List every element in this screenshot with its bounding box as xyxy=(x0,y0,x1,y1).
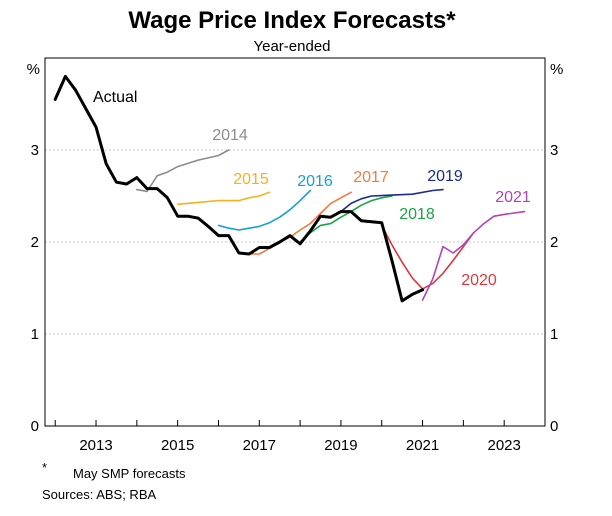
series-line-2018 xyxy=(299,195,393,243)
chart-subtitle: Year-ended xyxy=(253,38,330,55)
series-label-2018: 2018 xyxy=(399,206,435,223)
x-tick-label: 2019 xyxy=(324,437,357,454)
y-tick-label-left: 3 xyxy=(31,142,39,159)
series-lines xyxy=(53,74,526,303)
series-label-2016: 2016 xyxy=(297,173,333,190)
series-label-2015: 2015 xyxy=(233,171,269,188)
y-tick-label-right: 0 xyxy=(550,418,558,435)
gridlines xyxy=(45,149,545,335)
x-tick-label: 2023 xyxy=(487,437,520,454)
x-tick-label: 2013 xyxy=(79,437,112,454)
y-tick-label-left: 0 xyxy=(31,418,39,435)
series-label-2017: 2017 xyxy=(353,169,389,186)
series-label-2014: 2014 xyxy=(212,127,248,144)
y-unit-left: % xyxy=(27,61,40,78)
chart-title: Wage Price Index Forecasts* xyxy=(128,7,456,34)
series-line-2017 xyxy=(248,191,352,255)
x-tick-label: 2017 xyxy=(243,437,276,454)
series-label-2020: 2020 xyxy=(461,272,497,289)
sources-note: Sources: ABS; RBA xyxy=(42,487,157,502)
footnote-marker: * xyxy=(42,460,48,475)
series-line-2014 xyxy=(136,149,230,193)
y-axis: 0 0 1 1 2 2 3 3 xyxy=(31,142,559,435)
x-tick-label: 2015 xyxy=(161,437,194,454)
series-line-2016 xyxy=(217,189,312,231)
plot-frame xyxy=(44,57,546,427)
series-line-2020 xyxy=(380,224,475,290)
y-tick-label-left: 2 xyxy=(31,234,39,251)
y-tick-label-right: 2 xyxy=(550,234,558,251)
x-tick-label: 2021 xyxy=(406,437,439,454)
y-tick-label-right: 1 xyxy=(550,326,558,343)
series-line-2015 xyxy=(176,191,271,206)
series-line-actual xyxy=(53,74,425,303)
y-tick-label-left: 1 xyxy=(31,326,39,343)
series-line-2019 xyxy=(340,188,444,213)
footnote-text: May SMP forecasts xyxy=(73,466,186,481)
y-unit-right: % xyxy=(550,61,563,78)
series-label-2019: 2019 xyxy=(427,168,463,185)
x-axis: 2013 2015 2017 2019 2021 2023 xyxy=(54,420,546,454)
series-labels: Actual 2014 2015 2016 2017 2018 2019 2020 2021 xyxy=(93,89,531,289)
y-tick-label-right: 3 xyxy=(550,142,558,159)
series-label-2021: 2021 xyxy=(495,189,531,206)
series-label-actual: Actual xyxy=(93,89,137,106)
series-line-2021 xyxy=(421,210,526,301)
